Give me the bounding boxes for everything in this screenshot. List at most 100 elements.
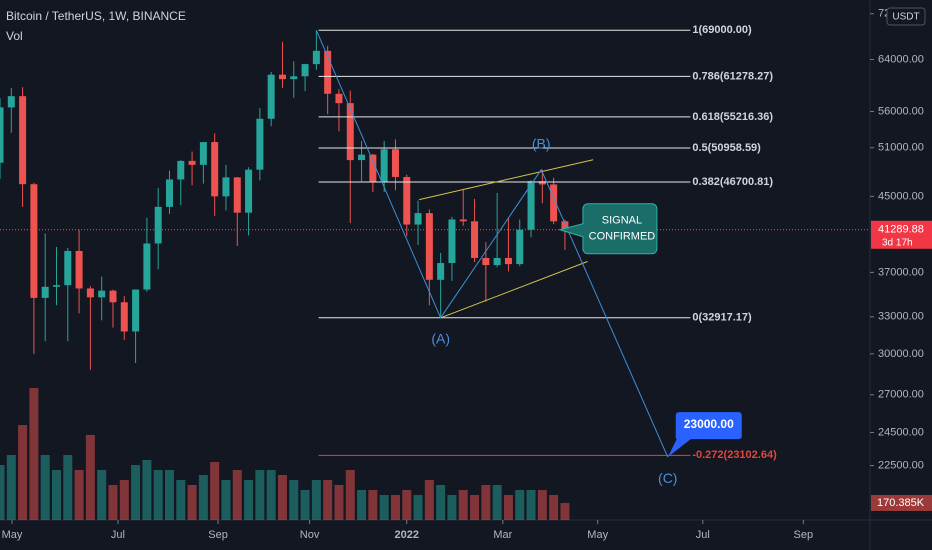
candle-body — [493, 257, 501, 266]
volume-bar — [142, 460, 152, 520]
fib-label: 0.382(46700.81) — [692, 176, 773, 188]
volume-bar — [560, 502, 570, 520]
candle-body — [75, 250, 83, 289]
y-tick-label: 51000.00 — [878, 142, 924, 154]
volume-bar — [187, 485, 197, 520]
x-tick-label: Sep — [208, 529, 228, 541]
candle-body — [278, 74, 286, 80]
channel-line — [440, 261, 588, 319]
volume-tag — [871, 494, 932, 511]
volume-bar — [549, 495, 559, 520]
wave-label: (C) — [658, 470, 677, 486]
volume-bar — [119, 480, 129, 520]
fib-label: 0(32917.17) — [692, 312, 752, 324]
currency-badge[interactable]: USDT — [892, 12, 919, 23]
volume-bar — [436, 485, 446, 520]
candle-body — [154, 206, 162, 244]
candle-body — [177, 160, 185, 180]
fib-label: -0.272(23102.64) — [692, 449, 777, 461]
candle-body — [109, 290, 117, 303]
x-tick-label: Jul — [111, 529, 125, 541]
y-tick-label: 27000.00 — [878, 389, 924, 401]
candle-body — [41, 286, 49, 298]
volume-bar — [40, 455, 50, 520]
candle-body — [538, 181, 546, 185]
volume-bar — [515, 490, 525, 520]
x-tick-label: Mar — [493, 529, 512, 541]
volume-title: Vol — [6, 29, 23, 43]
candle-body — [188, 160, 196, 165]
candle-body — [527, 181, 535, 230]
y-tick-label: 45000.00 — [878, 190, 924, 202]
candle-body — [64, 250, 72, 286]
volume-bar — [0, 465, 5, 520]
current-price-tag — [871, 220, 932, 249]
y-tick-label: 56000.00 — [878, 105, 924, 117]
volume-bar — [51, 470, 61, 520]
candle-body — [459, 219, 467, 222]
fib-label: 0.618(55216.36) — [692, 111, 773, 123]
candle-body — [222, 177, 230, 197]
target-callout-box — [667, 412, 742, 458]
volume-bar — [537, 490, 547, 520]
volume-bar — [424, 480, 434, 520]
volume-bar — [402, 490, 412, 520]
candle-body — [403, 176, 411, 225]
y-tick-label: 24500.00 — [878, 426, 924, 438]
volume-bar — [232, 470, 242, 520]
chart-title: Bitcoin / TetherUS, 1W, BINANCE — [6, 9, 186, 23]
candle-body — [290, 76, 298, 80]
countdown-label: 3d 17h — [882, 237, 913, 248]
candle-body — [448, 219, 456, 264]
currency-badge-box[interactable] — [886, 7, 926, 26]
volume-bar — [492, 485, 502, 520]
signal-callout-box — [558, 203, 658, 255]
candle-body — [301, 64, 309, 77]
candle-body — [132, 289, 140, 332]
volume-bar — [108, 485, 118, 520]
y-tick-label: 33000.00 — [878, 311, 924, 323]
volume-bar — [164, 470, 174, 520]
volume-bar — [131, 465, 141, 520]
volume-bar — [277, 475, 287, 520]
candle-body — [267, 74, 275, 119]
volume-bar — [6, 455, 16, 520]
candle-body — [245, 169, 253, 213]
candle-body — [199, 142, 207, 165]
fib-label: 0.5(50958.59) — [692, 142, 761, 154]
volume-bar — [210, 462, 220, 520]
volume-bar — [379, 495, 389, 520]
current-price-label: 41289.88 — [878, 224, 924, 236]
candle-body — [98, 290, 106, 298]
candle-body — [346, 103, 354, 161]
volume-bar — [153, 470, 163, 520]
volume-bar — [18, 425, 28, 520]
candle-body — [504, 257, 512, 265]
volume-bar — [176, 480, 186, 520]
volume-bar — [97, 470, 107, 520]
candle-body — [335, 93, 343, 104]
candle-body — [165, 179, 173, 207]
x-tick-label: 2022 — [395, 529, 419, 541]
wave-label: (A) — [431, 331, 450, 347]
candle-body — [550, 184, 558, 222]
candle-body — [380, 149, 388, 182]
volume-bar — [29, 388, 39, 520]
wave-line — [315, 30, 669, 458]
volume-bar — [481, 485, 491, 520]
candle-body — [7, 96, 15, 108]
volume-bar — [368, 490, 378, 520]
volume-bar — [526, 490, 536, 520]
volume-bar — [503, 495, 513, 520]
candle-body — [211, 142, 219, 197]
candle-body — [437, 263, 445, 280]
y-tick-label: 64000.00 — [878, 53, 924, 65]
volume-bar — [85, 435, 95, 520]
candle-body — [19, 96, 27, 185]
volume-bar — [289, 480, 299, 520]
volume-bar — [300, 490, 310, 520]
volume-bar — [390, 495, 400, 520]
target-callout-text: 23000.00 — [684, 417, 734, 431]
volume-bar — [311, 480, 321, 520]
